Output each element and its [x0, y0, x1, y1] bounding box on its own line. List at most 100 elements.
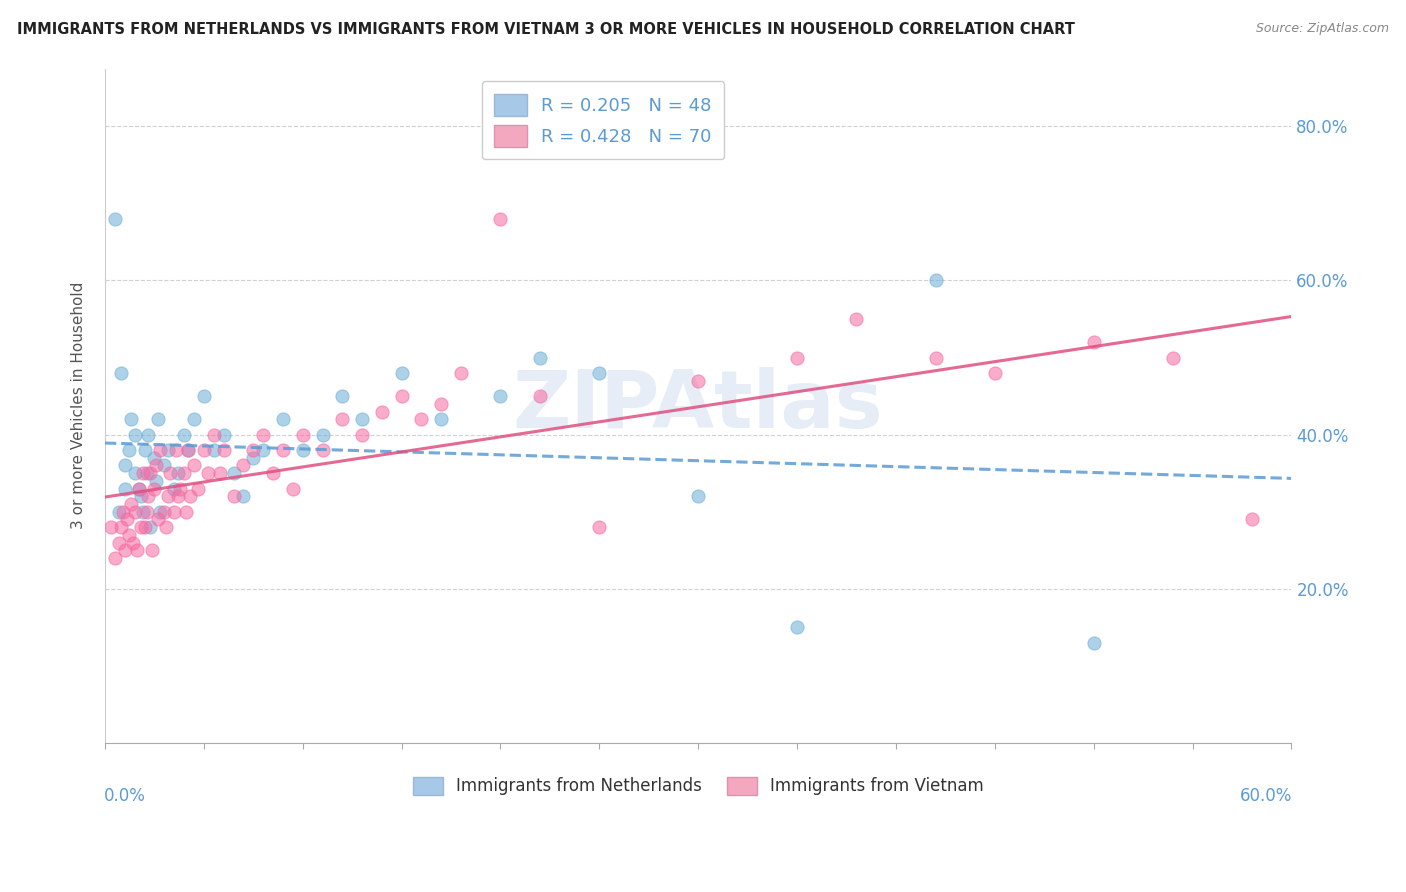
Point [135, 466, 157, 480]
Point [120, 412, 142, 426]
Point [845, 312, 868, 326]
Point [529, 351, 551, 365]
Point [138, 489, 160, 503]
Point [232, 489, 254, 503]
Point [212, 427, 235, 442]
Point [193, 389, 215, 403]
Point [924, 351, 946, 365]
Point [222, 489, 245, 503]
Point [118, 443, 141, 458]
Point [1161, 351, 1184, 365]
Point [242, 443, 264, 458]
Point [139, 520, 162, 534]
Point [352, 427, 374, 442]
Text: 0.0%: 0.0% [104, 787, 146, 805]
Text: ZIPAtlas: ZIPAtlas [513, 367, 883, 445]
Point [1240, 512, 1263, 526]
Point [588, 520, 610, 534]
Point [120, 497, 142, 511]
Point [281, 482, 304, 496]
Point [111, 505, 134, 519]
Point [149, 505, 172, 519]
Point [177, 443, 200, 458]
Point [173, 427, 195, 442]
Point [271, 412, 294, 426]
Point [134, 520, 156, 534]
Point [352, 412, 374, 426]
Point [173, 466, 195, 480]
Point [157, 489, 180, 503]
Point [291, 443, 314, 458]
Point [167, 466, 190, 480]
Point [125, 543, 148, 558]
Text: 60.0%: 60.0% [1240, 787, 1292, 805]
Point [252, 443, 274, 458]
Point [262, 466, 284, 480]
Point [100, 520, 122, 534]
Point [145, 458, 167, 473]
Point [131, 466, 153, 480]
Point [143, 450, 166, 465]
Point [115, 512, 138, 526]
Point [688, 374, 710, 388]
Text: IMMIGRANTS FROM NETHERLANDS VS IMMIGRANTS FROM VIETNAM 3 OR MORE VEHICLES IN HOU: IMMIGRANTS FROM NETHERLANDS VS IMMIGRANT… [17, 22, 1074, 37]
Point [174, 505, 197, 519]
Point [118, 528, 141, 542]
Point [143, 482, 166, 496]
Point [165, 443, 187, 458]
Point [291, 427, 314, 442]
Point [141, 543, 163, 558]
Point [183, 412, 205, 426]
Text: Source: ZipAtlas.com: Source: ZipAtlas.com [1256, 22, 1389, 36]
Point [155, 520, 177, 534]
Point [786, 620, 808, 634]
Point [167, 489, 190, 503]
Point [391, 366, 413, 380]
Point [450, 366, 472, 380]
Point [145, 474, 167, 488]
Point [169, 482, 191, 496]
Point [786, 351, 808, 365]
Point [124, 505, 146, 519]
Point [114, 482, 136, 496]
Point [124, 466, 146, 480]
Point [271, 443, 294, 458]
Point [252, 427, 274, 442]
Point [138, 427, 160, 442]
Legend: R = 0.205   N = 48, R = 0.428   N = 70: R = 0.205 N = 48, R = 0.428 N = 70 [482, 81, 724, 160]
Point [129, 489, 152, 503]
Point [688, 489, 710, 503]
Point [139, 466, 162, 480]
Point [177, 443, 200, 458]
Point [222, 466, 245, 480]
Point [197, 466, 219, 480]
Point [163, 505, 186, 519]
Point [157, 443, 180, 458]
Point [489, 211, 512, 226]
Point [489, 389, 512, 403]
Point [193, 443, 215, 458]
Point [202, 427, 225, 442]
Point [131, 505, 153, 519]
Point [128, 482, 150, 496]
Point [163, 482, 186, 496]
Point [924, 273, 946, 287]
Point [121, 535, 143, 549]
Point [212, 443, 235, 458]
Point [1083, 636, 1105, 650]
Point [529, 389, 551, 403]
Point [208, 466, 231, 480]
Point [153, 505, 176, 519]
Point [311, 443, 333, 458]
Point [129, 520, 152, 534]
Point [430, 412, 453, 426]
Point [242, 450, 264, 465]
Point [148, 412, 170, 426]
Point [135, 505, 157, 519]
Point [1083, 335, 1105, 350]
Point [108, 505, 131, 519]
Point [430, 397, 453, 411]
Point [110, 520, 132, 534]
Point [187, 482, 209, 496]
Point [149, 443, 172, 458]
